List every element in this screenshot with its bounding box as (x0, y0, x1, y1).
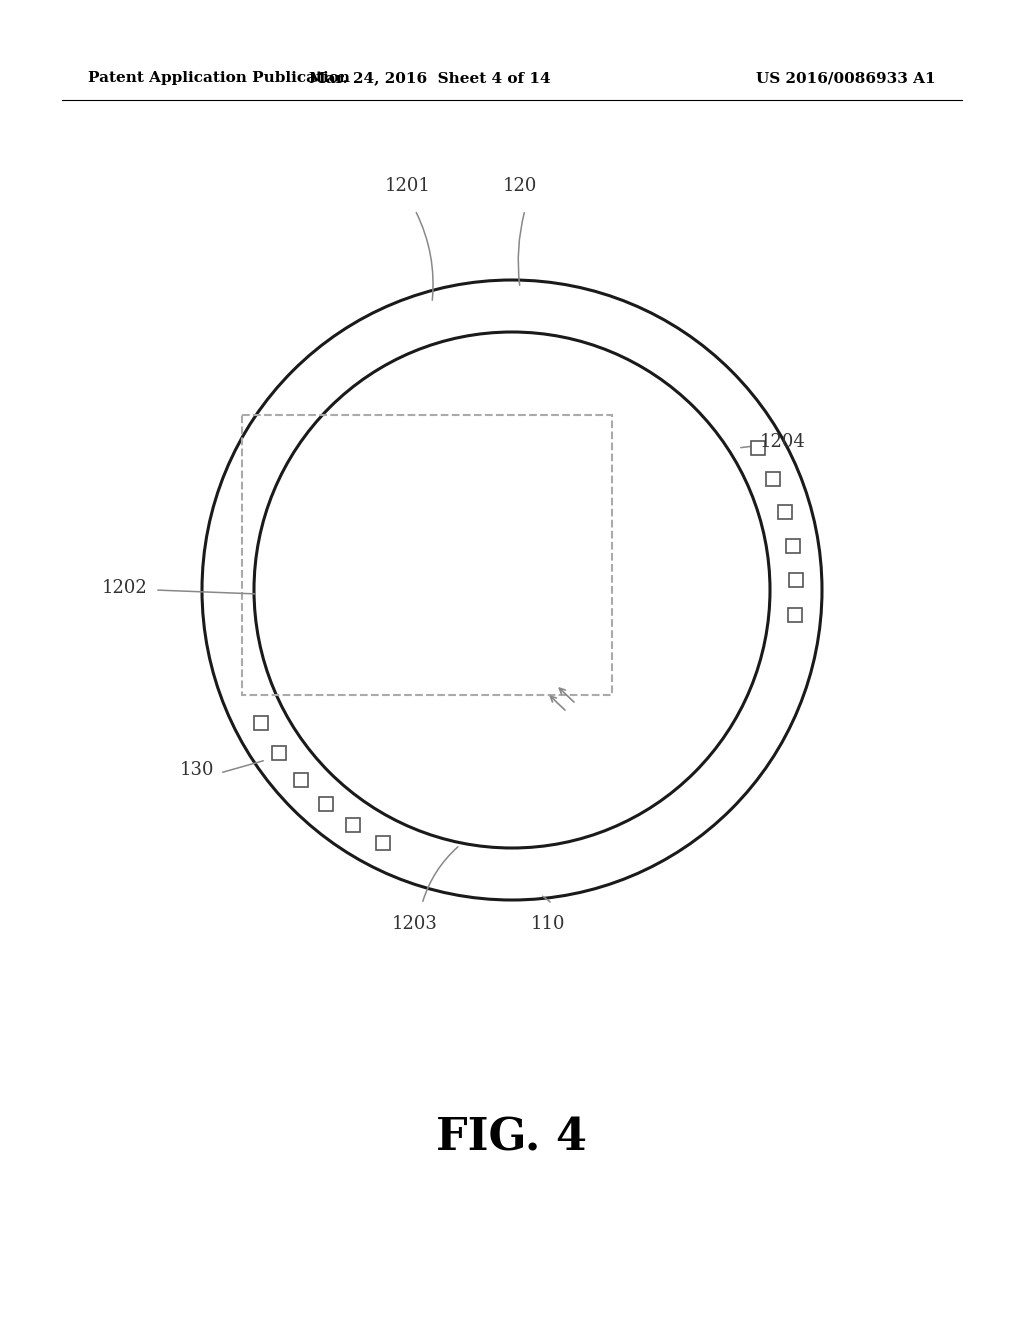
Bar (766, 473, 780, 486)
Bar (318, 797, 333, 812)
Bar (242, 414, 612, 696)
Text: 120: 120 (503, 177, 538, 195)
Text: Patent Application Publication: Patent Application Publication (88, 71, 350, 84)
Bar (785, 539, 800, 553)
Bar (778, 504, 792, 519)
Bar (787, 607, 802, 622)
Bar (751, 441, 765, 455)
Bar (346, 818, 360, 833)
Text: FIG. 4: FIG. 4 (436, 1117, 588, 1159)
Bar (294, 774, 308, 787)
Text: 1204: 1204 (760, 433, 806, 451)
Text: 130: 130 (179, 762, 214, 779)
Text: US 2016/0086933 A1: US 2016/0086933 A1 (757, 71, 936, 84)
Text: Mar. 24, 2016  Sheet 4 of 14: Mar. 24, 2016 Sheet 4 of 14 (309, 71, 551, 84)
Text: 1203: 1203 (392, 915, 438, 933)
Text: 110: 110 (530, 915, 565, 933)
Bar (272, 746, 287, 760)
Text: 1202: 1202 (102, 579, 148, 597)
Bar (376, 836, 390, 850)
Text: 1201: 1201 (385, 177, 431, 195)
Bar (788, 573, 803, 587)
Bar (254, 717, 268, 730)
